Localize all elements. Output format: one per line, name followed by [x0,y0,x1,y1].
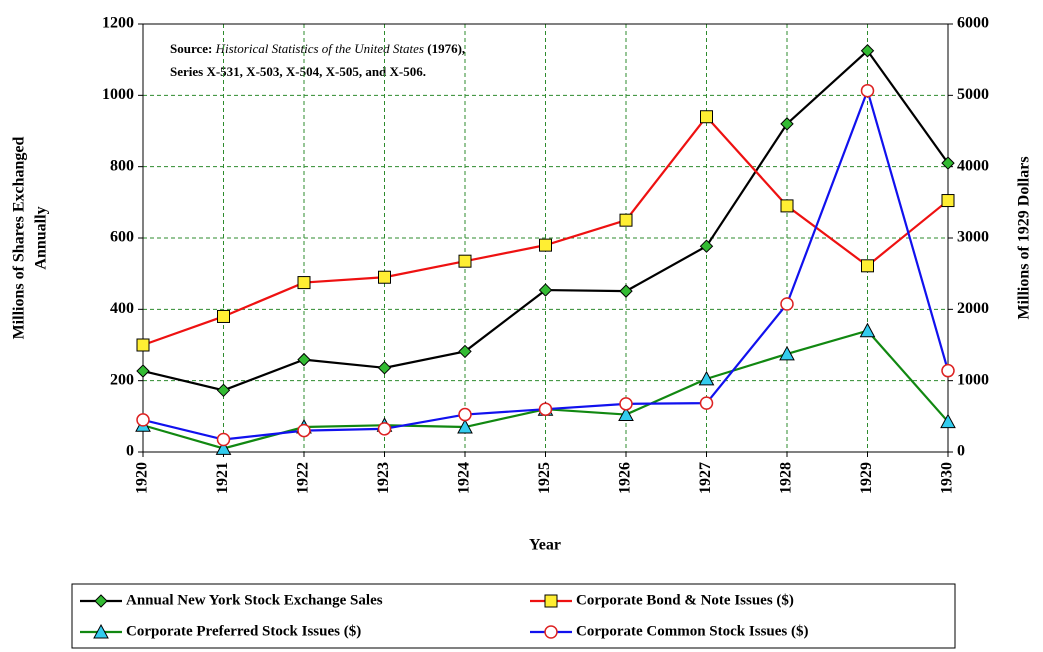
x-tick-label: 1922 [295,462,312,494]
data-point [618,406,634,422]
data-point [860,83,875,98]
y2-tick-label: 0 [957,443,965,460]
data-point [136,364,150,378]
data-point [458,254,472,268]
data-point [699,239,714,253]
legend-marker [93,623,109,639]
y2-tick-label: 4000 [957,157,989,174]
data-point [779,345,795,361]
annotation-text: (1976), [427,41,465,56]
data-point [780,297,794,311]
y-tick-label: 800 [110,157,134,174]
y-tick-label: 0 [126,443,134,460]
data-point [619,213,633,227]
data-point [619,397,633,411]
data-point [940,413,956,429]
y-axis-label: Millions of Shares Exchanged [11,136,28,339]
data-point [377,361,392,375]
data-point [698,370,715,386]
data-point [378,270,391,284]
x-tick-label: 1927 [697,462,714,494]
x-tick-label: 1920 [134,462,151,494]
y-tick-label: 1200 [102,15,134,32]
y-tick-label: 600 [110,229,134,246]
data-point [941,156,955,170]
data-point [457,418,473,434]
x-tick-label: 1929 [858,462,875,494]
data-point [619,284,633,298]
y2-tick-label: 3000 [957,229,989,246]
data-point [861,259,874,273]
data-point [297,352,311,367]
x-tick-label: 1928 [778,462,795,494]
legend-label: Annual New York Stock Exchange Sales [126,592,383,608]
data-point [377,422,392,436]
x-axis-label: Year [529,537,561,554]
x-tick-label: 1930 [939,462,956,494]
data-point [941,194,955,208]
data-point [539,238,552,252]
annotation-text: Historical Statistics of the United Stat… [215,41,424,56]
data-point [458,407,472,422]
data-point [941,363,955,378]
y-tick-label: 1000 [102,86,134,103]
annotation-text: Series X-531, X-503, X-504, X-505, and X… [170,64,426,79]
data-point [699,396,714,410]
data-point [860,44,875,58]
legend-label: Corporate Preferred Stock Issues ($) [126,623,361,639]
legend-label: Corporate Bond & Note Issues ($) [576,592,794,608]
data-point [136,338,150,352]
legend-marker [544,625,558,639]
y2-axis-label: Millions of 1929 Dollars [1016,156,1033,319]
data-point [538,402,553,416]
data-point [216,432,231,447]
x-tick-label: 1924 [456,462,473,494]
y-tick-label: 400 [110,300,134,317]
y2-tick-label: 1000 [957,371,989,388]
y-axis-label: Annually [33,206,50,269]
data-point [215,440,232,455]
x-tick-label: 1923 [375,462,392,494]
data-point [136,413,150,427]
x-tick-label: 1925 [536,462,553,494]
data-point [297,276,311,290]
x-tick-label: 1921 [214,462,231,494]
legend-marker [544,594,558,608]
data-point [216,383,231,398]
y-tick-label: 200 [110,371,134,388]
annotation: Source: Historical Statistics of the Uni… [170,41,465,56]
legend-label: Corporate Common Stock Issues ($) [576,623,809,639]
plot-frame [142,23,949,453]
data-point [297,423,311,438]
data-point [780,117,794,131]
legend-box [71,583,956,649]
y2-tick-label: 2000 [957,300,989,317]
annotation-text: Source: [170,41,212,56]
data-point [700,110,713,124]
data-point [217,309,230,323]
data-point [780,199,794,213]
data-point [859,322,876,338]
data-point [538,283,553,297]
data-point [458,344,472,359]
legend-marker [94,594,108,608]
y2-tick-label: 6000 [957,15,989,32]
x-tick-label: 1926 [617,462,634,494]
y2-tick-label: 5000 [957,86,989,103]
